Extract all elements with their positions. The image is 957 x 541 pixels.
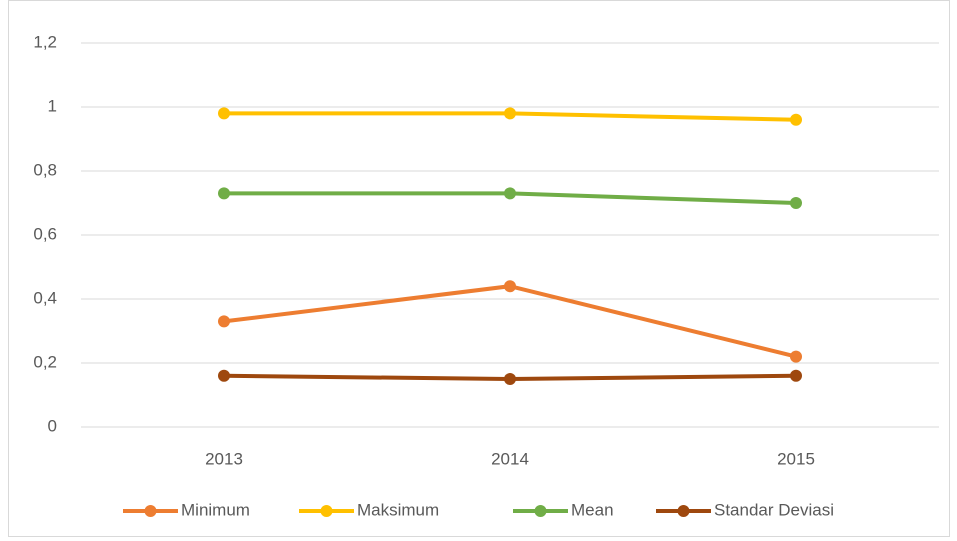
series-marker bbox=[504, 280, 516, 293]
series-marker bbox=[218, 315, 230, 328]
chart-border bbox=[8, 0, 950, 537]
y-tick-label: 0,4 bbox=[33, 288, 57, 307]
series-marker bbox=[218, 369, 230, 382]
series-marker bbox=[504, 373, 516, 385]
legend-label: Standar Deviasi bbox=[714, 500, 834, 519]
series-marker bbox=[790, 197, 802, 209]
y-tick-label: 0,2 bbox=[33, 352, 57, 371]
series-marker bbox=[218, 187, 230, 200]
y-tick-label: 0,6 bbox=[33, 224, 57, 243]
legend-marker bbox=[677, 505, 690, 517]
x-tick-label: 2013 bbox=[205, 449, 243, 468]
x-tick-label: 2014 bbox=[491, 449, 529, 468]
series-marker bbox=[218, 107, 230, 120]
series-marker bbox=[790, 369, 802, 382]
legend-marker bbox=[320, 505, 333, 517]
legend-label: Maksimum bbox=[357, 500, 439, 519]
legend-marker bbox=[144, 505, 157, 517]
series-marker bbox=[504, 187, 516, 200]
legend-marker bbox=[534, 505, 547, 517]
legend-label: Mean bbox=[571, 500, 614, 519]
y-tick-label: 1 bbox=[48, 96, 57, 115]
y-tick-label: 1,2 bbox=[33, 32, 57, 51]
x-tick-label: 2015 bbox=[777, 449, 815, 468]
legend-label: Minimum bbox=[181, 500, 250, 519]
y-tick-label: 0,8 bbox=[33, 160, 57, 179]
series-marker bbox=[790, 113, 802, 126]
series-marker bbox=[504, 107, 516, 120]
series-marker bbox=[790, 350, 802, 363]
y-tick-label: 0 bbox=[48, 416, 57, 435]
